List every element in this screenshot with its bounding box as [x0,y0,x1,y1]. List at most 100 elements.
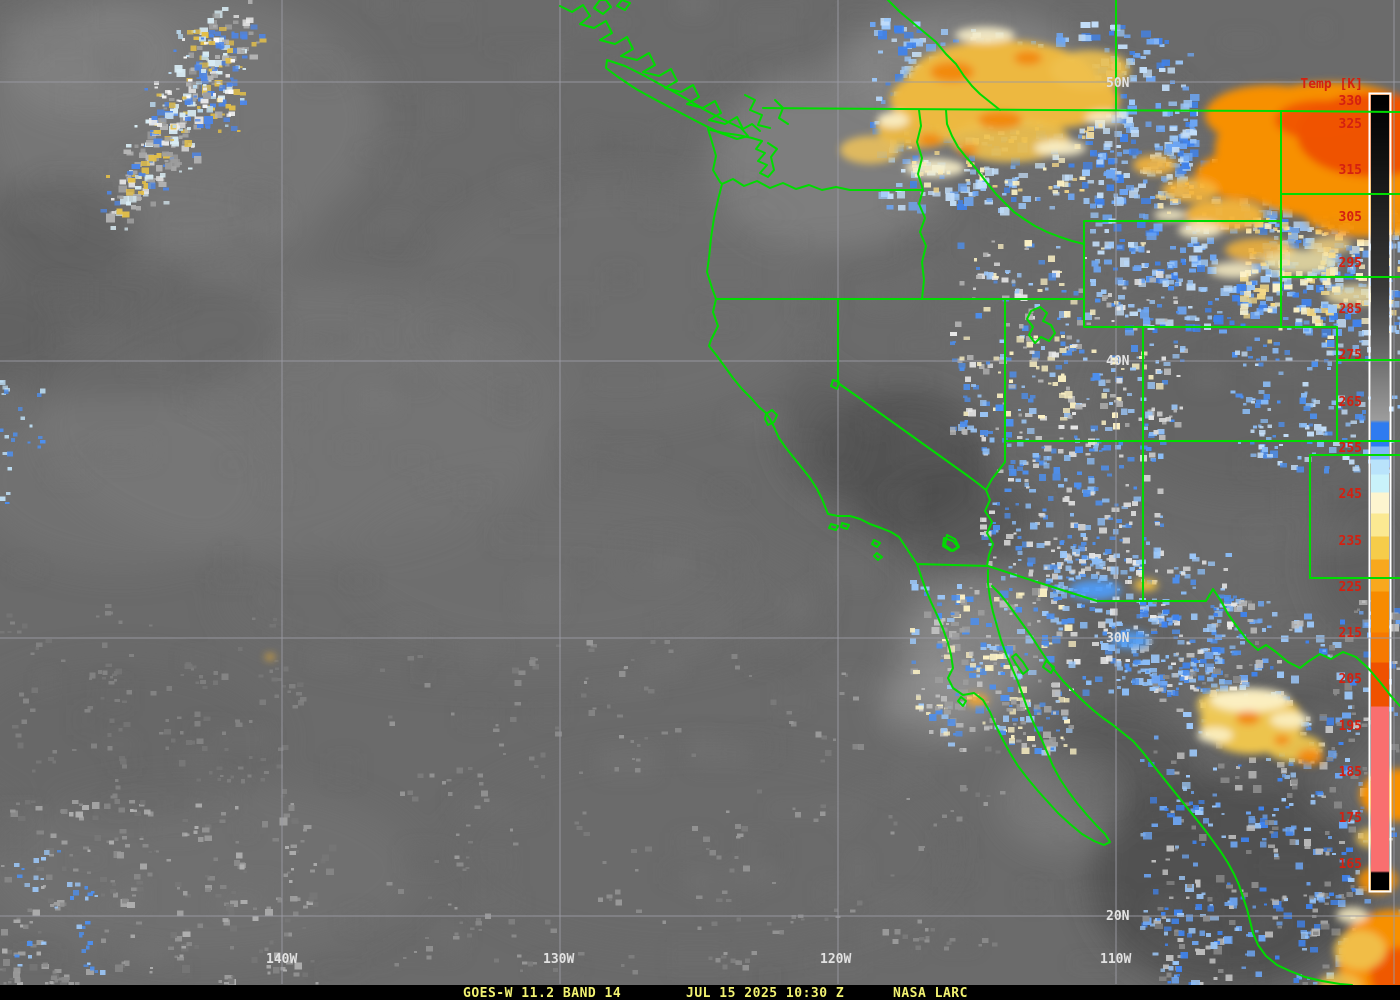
cloud-speck [68,812,74,817]
noise-patch [1243,524,1279,543]
cloud-speck [1052,191,1060,196]
cloud-speck [54,968,62,974]
cloud-speck [1325,282,1332,289]
cloud-speck [1080,533,1087,538]
cloud-speck [36,642,43,647]
cloud-speck [83,964,89,968]
colorbar-tick-255: 255 [1339,441,1362,456]
cloud-speck [1180,346,1186,351]
cloud-speck [170,738,176,743]
cloud-speck [1028,283,1033,286]
cloud-speck [1362,283,1367,287]
cloud-speck [1166,569,1174,574]
cloud-speck [277,897,283,903]
cloud-speck [31,687,39,694]
cloud-speck [1000,590,1009,598]
cloud-speck [194,826,199,830]
cloud-speck [1069,451,1077,458]
cloud-speck [1217,619,1222,624]
cloud-speck [602,861,607,865]
noise-patch [497,383,527,417]
cloud-speck [1211,630,1217,635]
cloud-speck [1257,293,1266,300]
cloud-speck [182,931,191,938]
cloud-speck [1165,416,1171,422]
cloud-speck [139,838,144,841]
cloud-speck [1240,303,1249,309]
cloud-speck [1003,665,1011,670]
cloud-speck [1285,831,1294,837]
cloud-speck [9,809,16,813]
cloud-speck [1022,346,1027,349]
cloud-speck [1115,621,1123,627]
cloud-speck [1214,657,1223,665]
cloud-speck [1139,213,1146,218]
cloud-speck [1362,619,1372,628]
cloud-speck [128,182,136,188]
cloud-speck [959,356,965,361]
cloud-speck [1394,321,1400,326]
cloud-speck [1392,661,1398,664]
cloud-speck [1180,819,1184,823]
cloud-speck [87,706,94,710]
cold-cloud-blob [265,654,275,660]
cloud-speck [1132,555,1139,559]
cloud-speck [1149,639,1154,644]
cloud-speck [190,740,195,745]
cloud-speck [1190,657,1197,663]
cloud-speck [968,672,976,679]
cloud-speck [980,434,984,438]
cloud-speck [1044,705,1052,713]
cloud-speck [1062,407,1070,414]
cloud-speck [1027,622,1032,626]
cloud-speck [1106,184,1115,191]
cloud-speck [894,25,903,32]
cloud-speck [1167,665,1173,670]
cloud-speck [1270,450,1278,458]
cloud-speck [1213,668,1222,674]
cloud-speck [1035,436,1042,442]
cloud-speck [274,667,280,671]
cloud-speck [1050,591,1058,598]
cloud-speck [215,60,223,67]
cloud-speck [1126,58,1134,65]
cloud-speck [975,792,980,798]
cloud-speck [237,766,244,770]
cloud-speck [146,159,155,166]
cloud-speck [171,141,180,147]
cloud-speck [1211,647,1221,652]
cloud-speck [729,868,735,873]
cloud-speck [1183,100,1193,108]
cloud-speck [1120,93,1128,99]
cloud-speck [1154,513,1161,518]
cloud-speck [736,833,744,838]
noise-patch [1230,963,1257,985]
cloud-speck [1283,316,1289,320]
cloud-speck [1272,826,1279,830]
cloud-speck [1255,929,1259,933]
cloud-speck [141,167,150,174]
noise-patch [1212,340,1269,367]
cloud-speck [111,197,115,201]
colorbar [1368,92,1392,893]
noise-patch [655,616,705,632]
cloud-speck [1314,423,1322,431]
noise-patch [446,362,466,375]
noise-patch [422,478,451,490]
cloud-speck [1094,298,1101,303]
cloud-speck [945,623,950,626]
cloud-speck [1085,443,1092,447]
cloud-speck [1274,302,1281,307]
cloud-speck [1149,343,1154,346]
cloud-speck [1090,229,1097,234]
cloud-speck [980,524,987,530]
cloud-speck [1189,639,1196,643]
cloud-speck [41,941,47,945]
cloud-speck [231,31,235,35]
cloud-speck [1149,299,1156,304]
cloud-speck [1138,183,1147,188]
cloud-speck [1206,623,1216,632]
cloud-speck [1275,223,1280,228]
cloud-speck [1351,254,1356,257]
cloud-speck [0,630,5,634]
